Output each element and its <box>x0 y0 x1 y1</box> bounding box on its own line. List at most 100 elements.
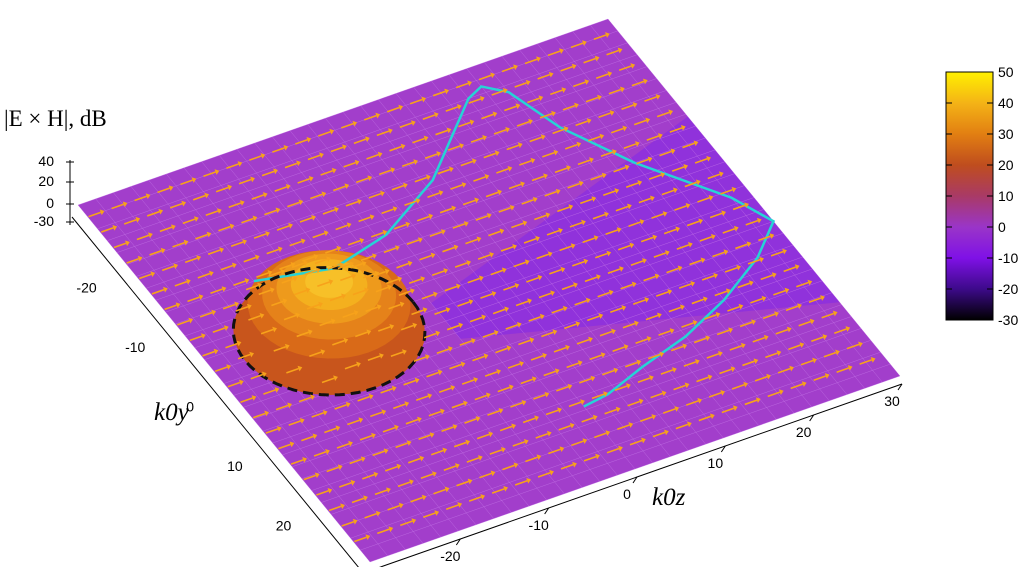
arrow-head <box>341 293 346 300</box>
arrow-shaft <box>674 205 687 211</box>
arrow-head <box>743 381 749 388</box>
arrow-shaft <box>184 257 198 264</box>
arrow-shaft <box>534 214 547 221</box>
arrow-shaft <box>476 433 490 440</box>
arrow-head <box>682 343 688 350</box>
arrow-shaft <box>646 135 660 141</box>
arrow-shaft <box>623 143 637 149</box>
arrow-head <box>173 263 179 269</box>
arrow-shaft <box>585 96 599 103</box>
arrow-head <box>262 192 268 198</box>
arrow-shaft <box>773 289 786 296</box>
arrow-shaft <box>317 281 330 288</box>
arrow-head <box>608 289 614 296</box>
arrow-shaft <box>545 409 559 416</box>
arrow-shaft <box>569 221 583 228</box>
arrow-head <box>337 464 343 471</box>
arrow-head <box>417 416 422 423</box>
arrow-head <box>440 408 445 415</box>
arrow-head <box>206 231 212 238</box>
arrow-shaft <box>735 243 748 250</box>
arrow-shaft <box>248 315 261 321</box>
arrow-shaft <box>477 254 491 260</box>
arrow-head <box>465 439 471 446</box>
arrow-shaft <box>398 290 412 297</box>
arrow-head <box>687 421 692 428</box>
arrow-head <box>451 205 457 212</box>
arrow-head <box>188 317 194 324</box>
arrow-head <box>614 188 620 194</box>
arrow-shaft <box>336 442 350 449</box>
arrow-head <box>226 364 232 370</box>
arrow-head <box>776 350 782 356</box>
arrow-shaft <box>350 262 364 269</box>
arrow-shaft <box>420 473 434 480</box>
arrow-shaft <box>514 81 528 88</box>
colorbar-tick-label: 20 <box>998 157 1014 173</box>
arrow-head <box>708 194 714 201</box>
arrow-shaft <box>548 448 561 455</box>
y-axis-line <box>71 216 359 567</box>
arrow-shaft <box>694 158 708 164</box>
arrow-head <box>400 143 406 150</box>
arrow-head <box>582 438 588 444</box>
y-tick-label: 0 <box>186 399 194 415</box>
arrow-shaft <box>407 457 421 464</box>
arrow-shaft <box>712 251 725 258</box>
arrow-head <box>249 351 255 358</box>
arrow-shaft <box>233 280 246 286</box>
arrow-head <box>365 136 370 142</box>
arrow-head <box>422 307 428 313</box>
arrow-head <box>706 155 712 162</box>
arrow-shaft <box>447 145 461 151</box>
arrow-head <box>338 262 344 268</box>
arrow-shaft <box>426 371 439 378</box>
arrow-head <box>219 247 225 253</box>
arrow-shaft <box>823 351 837 358</box>
arrow-head <box>538 95 544 102</box>
arrow-shaft <box>433 488 446 495</box>
arrow-shaft <box>633 119 647 126</box>
arrow-head <box>135 216 141 223</box>
arrow-head <box>318 301 323 308</box>
arrow-shaft <box>320 169 334 176</box>
arrow-shaft <box>719 368 732 375</box>
y-tick-label: -10 <box>125 339 145 355</box>
arrow-head <box>325 448 330 455</box>
arrow-shaft <box>565 143 578 150</box>
arrow-head <box>547 251 553 258</box>
arrow-shaft <box>241 217 254 224</box>
arrow-head <box>769 233 775 239</box>
arrow-head <box>442 447 448 454</box>
arrow-head <box>646 336 652 342</box>
arrow-head <box>801 381 807 387</box>
arrow-head <box>584 79 590 85</box>
arrow-shaft <box>199 311 213 318</box>
arrow-shaft <box>377 528 390 535</box>
colorbar: -30 -20 -10 0 10 20 30 40 50 <box>945 64 1018 328</box>
z-tick-labels: -30 0 20 40 <box>34 153 74 229</box>
arrow-head <box>571 63 577 70</box>
arrow-head <box>718 171 724 178</box>
arrow-head <box>254 254 260 261</box>
arrow-shaft <box>821 312 835 319</box>
arrow-shaft <box>172 241 185 248</box>
arrow-head <box>544 391 550 398</box>
arrow-head <box>211 309 217 316</box>
arrow-shaft <box>651 213 664 219</box>
arrow-head <box>334 206 339 213</box>
arrow-head <box>336 245 342 252</box>
y-tick-label: 10 <box>227 458 243 474</box>
arrow-head <box>444 486 450 493</box>
arrow-head <box>799 342 805 348</box>
arrow-head <box>361 260 367 267</box>
arrow-head <box>460 361 466 368</box>
arrow-head <box>148 232 153 239</box>
arrow-shaft <box>451 402 465 409</box>
arrow-head <box>363 495 368 502</box>
arrow-shaft <box>429 231 443 237</box>
arrow-head <box>290 262 296 268</box>
arrow-shaft <box>459 340 473 346</box>
arrow-head <box>313 253 319 260</box>
arrow-shaft <box>644 96 657 102</box>
